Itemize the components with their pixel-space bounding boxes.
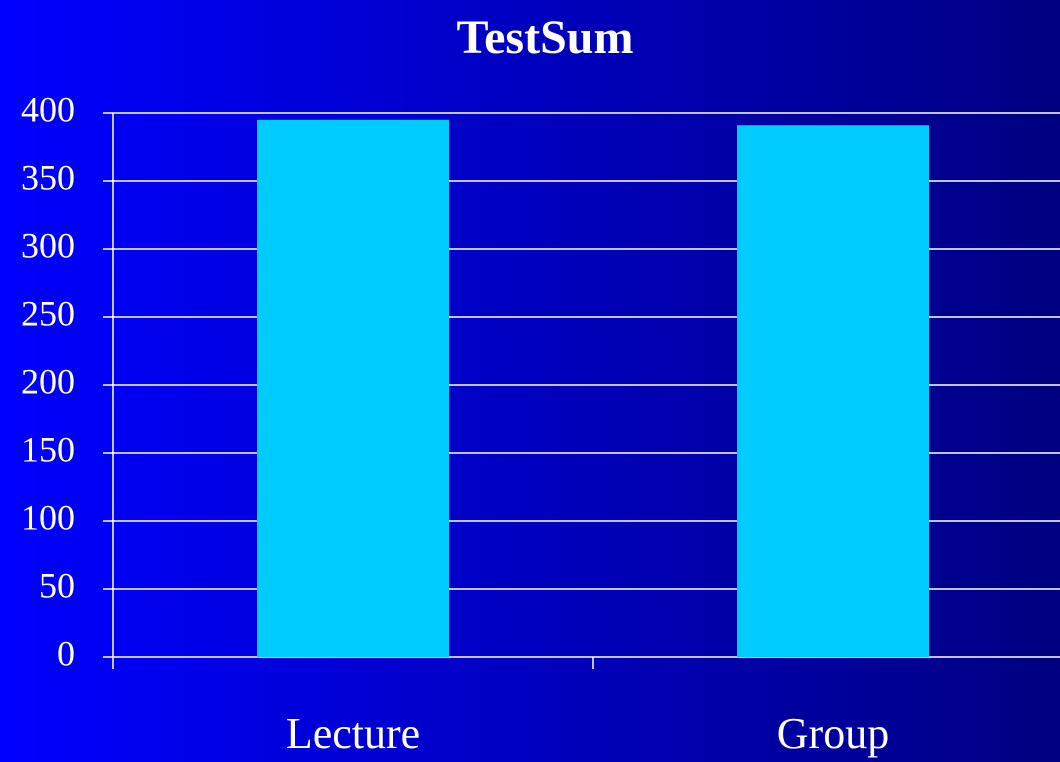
x-tick-label: Lecture	[286, 709, 420, 758]
y-tick-label: 100	[21, 497, 75, 537]
y-tick-label: 50	[39, 565, 75, 605]
chart-title: TestSum	[457, 11, 634, 64]
bar	[257, 119, 449, 658]
y-tick-label: 200	[21, 361, 75, 401]
y-tick-label: 250	[21, 293, 75, 333]
y-tick-label: 400	[21, 89, 75, 129]
y-tick-label: 350	[21, 157, 75, 197]
y-tick-label: 300	[21, 225, 75, 265]
y-tick-label: 150	[21, 429, 75, 469]
x-tick-label: Group	[777, 709, 889, 758]
y-tick-label: 0	[57, 633, 75, 673]
bar	[737, 125, 929, 658]
